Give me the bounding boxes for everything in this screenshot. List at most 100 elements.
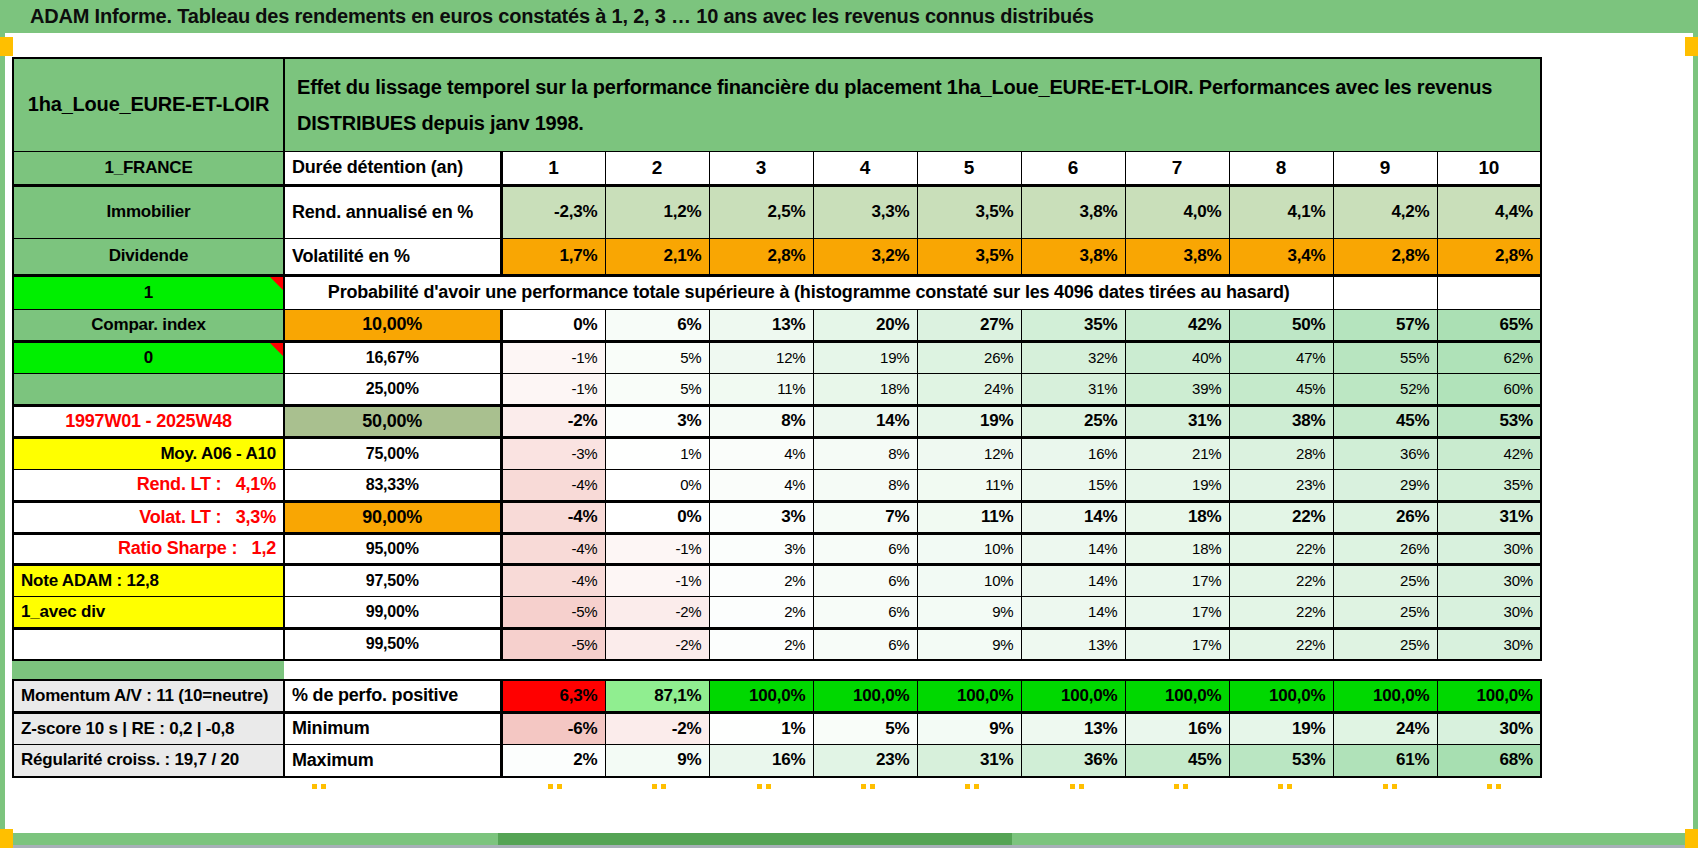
data-cell[interactable]: 17% [1125,628,1229,660]
data-cell[interactable]: 18% [813,373,917,405]
data-cell[interactable]: 50% [1229,309,1333,341]
data-cell[interactable]: 2% [709,596,813,628]
data-cell[interactable]: 17% [1125,596,1229,628]
data-cell[interactable]: 2% [709,628,813,660]
data-cell[interactable]: 100,0% [917,680,1021,712]
data-cell[interactable]: 40% [1125,341,1229,373]
data-cell[interactable]: -2% [501,405,605,437]
row-desc-cell[interactable]: Rend. annualisé en % [284,185,501,238]
data-cell[interactable]: 2% [501,744,605,777]
data-cell[interactable]: 62% [1437,341,1541,373]
data-cell[interactable]: 19% [1125,469,1229,501]
placement-name-cell[interactable]: 1ha_Loue_EURE-ET-LOIR [13,58,284,151]
data-cell[interactable]: -2% [605,596,709,628]
row-desc-cell[interactable]: 99,50% [284,628,501,660]
data-cell[interactable]: 2,1% [605,238,709,275]
row-label-cell[interactable]: Momentum A/V : 11 (10=neutre) [13,680,284,712]
data-cell[interactable]: 11% [917,469,1021,501]
data-cell[interactable]: 55% [1333,341,1437,373]
row-desc-cell[interactable]: Minimum [284,712,501,744]
row-desc-cell[interactable]: 50,00% [284,405,501,437]
data-cell[interactable]: 30% [1437,712,1541,744]
data-cell[interactable]: 4,2% [1333,185,1437,238]
data-cell[interactable]: 1% [605,437,709,469]
column-header-cell[interactable]: 2 [605,151,709,185]
row-label-cell[interactable]: Ratio Sharpe : 1,2 [13,533,284,564]
data-cell[interactable]: 22% [1229,533,1333,564]
data-cell[interactable]: 16% [1021,437,1125,469]
data-cell[interactable]: 0% [501,309,605,341]
data-cell[interactable]: 100,0% [1125,680,1229,712]
data-cell[interactable]: 22% [1229,628,1333,660]
row-label-cell[interactable]: 1_avec div [13,596,284,628]
data-cell[interactable]: 3,4% [1229,238,1333,275]
data-cell[interactable]: 12% [917,437,1021,469]
data-cell[interactable]: 45% [1229,373,1333,405]
row-label-cell[interactable]: Immobilier [13,185,284,238]
data-cell[interactable]: 5% [605,373,709,405]
data-cell[interactable]: 39% [1125,373,1229,405]
data-cell[interactable]: 7% [813,501,917,533]
data-cell[interactable]: 12% [709,341,813,373]
data-cell[interactable]: 14% [813,405,917,437]
row-desc-cell[interactable]: 90,00% [284,501,501,533]
column-header-cell[interactable]: 10 [1437,151,1541,185]
row-label-cell[interactable] [13,373,284,405]
data-cell[interactable]: 26% [1333,501,1437,533]
row-desc-cell[interactable]: 75,00% [284,437,501,469]
data-cell[interactable]: 38% [1229,405,1333,437]
row-desc-cell[interactable]: 97,50% [284,564,501,596]
row-label-cell[interactable]: Compar. index [13,309,284,341]
data-cell[interactable]: 21% [1125,437,1229,469]
data-cell[interactable]: 16% [709,744,813,777]
data-cell[interactable]: 14% [1021,533,1125,564]
data-cell[interactable]: 8% [813,469,917,501]
data-cell[interactable]: 2,8% [1437,238,1541,275]
data-cell[interactable]: 3,5% [917,185,1021,238]
empty-cell[interactable] [1333,275,1437,309]
data-cell[interactable]: 20% [813,309,917,341]
row-label-cell[interactable] [13,628,284,660]
data-cell[interactable]: 2,8% [1333,238,1437,275]
data-cell[interactable]: 0% [605,469,709,501]
data-cell[interactable]: -4% [501,501,605,533]
data-cell[interactable]: 28% [1229,437,1333,469]
header-description-cell[interactable]: Effet du lissage temporel sur la perform… [284,58,1541,151]
data-cell[interactable]: 1% [709,712,813,744]
data-cell[interactable]: 52% [1333,373,1437,405]
data-cell[interactable]: 3,3% [813,185,917,238]
row-label-cell[interactable]: Dividende [13,238,284,275]
data-cell[interactable]: 4,1% [1229,185,1333,238]
row-desc-cell[interactable]: Durée détention (an) [284,151,501,185]
data-cell[interactable]: 6% [813,596,917,628]
data-cell[interactable]: 6,3% [501,680,605,712]
data-cell[interactable]: -2,3% [501,185,605,238]
data-cell[interactable]: 3,8% [1125,238,1229,275]
data-cell[interactable]: 31% [1125,405,1229,437]
data-cell[interactable]: 2,5% [709,185,813,238]
data-cell[interactable]: -3% [501,437,605,469]
data-cell[interactable]: 4,0% [1125,185,1229,238]
spanned-note-cell[interactable]: Probabilité d'avoir une performance tota… [284,275,1333,309]
column-header-cell[interactable]: 7 [1125,151,1229,185]
data-cell[interactable]: -1% [501,373,605,405]
data-cell[interactable]: -2% [605,712,709,744]
column-header-cell[interactable]: 1 [501,151,605,185]
data-cell[interactable]: 8% [709,405,813,437]
data-cell[interactable]: 87,1% [605,680,709,712]
data-cell[interactable]: 10% [917,564,1021,596]
data-cell[interactable]: 100,0% [1333,680,1437,712]
row-label-cell[interactable]: Moy. A06 - A10 [13,437,284,469]
data-cell[interactable]: 13% [709,309,813,341]
data-cell[interactable]: 61% [1333,744,1437,777]
data-cell[interactable]: 3,5% [917,238,1021,275]
row-label-cell[interactable]: Régularité croiss. : 19,7 / 20 [13,744,284,777]
data-cell[interactable]: 30% [1437,533,1541,564]
row-desc-cell[interactable]: 25,00% [284,373,501,405]
data-cell[interactable]: 22% [1229,596,1333,628]
column-header-cell[interactable]: 9 [1333,151,1437,185]
data-cell[interactable]: 45% [1125,744,1229,777]
data-cell[interactable]: 0% [605,501,709,533]
data-cell[interactable]: 26% [1333,533,1437,564]
row-label-cell[interactable]: 1997W01 - 2025W48 [13,405,284,437]
